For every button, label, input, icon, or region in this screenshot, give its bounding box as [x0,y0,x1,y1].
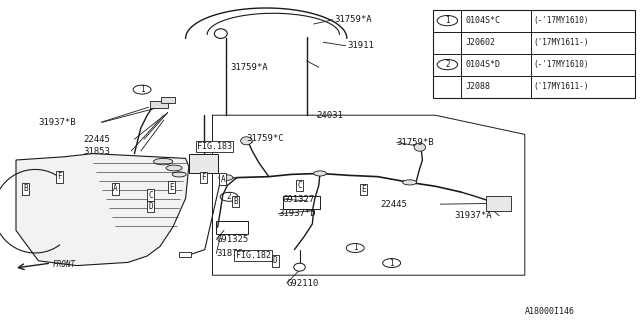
Bar [216,221,248,234]
Text: G92110: G92110 [287,279,319,288]
Text: 31853: 31853 [83,147,110,156]
Ellipse shape [403,180,417,185]
Bar [179,252,191,257]
Text: 31911: 31911 [348,41,374,50]
Bar [486,196,511,211]
Text: 31759*A: 31759*A [334,15,372,24]
Text: D: D [273,256,278,265]
Text: C: C [148,191,153,200]
Text: 31878: 31878 [216,249,243,258]
Polygon shape [16,154,189,266]
Bar [189,154,218,173]
Text: (-'17MY1610): (-'17MY1610) [533,16,589,25]
Text: 1: 1 [353,244,358,252]
Text: 22445: 22445 [381,200,408,209]
Text: 31937*A: 31937*A [454,211,492,220]
Text: J2088: J2088 [465,82,490,91]
Ellipse shape [241,137,252,145]
Text: 31759*B: 31759*B [397,138,435,147]
Text: 22445: 22445 [83,135,110,144]
Text: G91327: G91327 [283,195,315,204]
Text: A: A [220,175,225,184]
Text: F: F [201,173,206,182]
Text: 31937*D: 31937*D [278,209,316,218]
Text: A18000I146: A18000I146 [525,308,575,316]
Text: F: F [57,172,62,181]
Text: 0104S*C: 0104S*C [465,16,500,25]
Text: A: A [113,184,118,193]
Text: 31759*C: 31759*C [246,134,284,143]
Text: 2: 2 [227,192,232,201]
Bar [150,101,168,108]
Ellipse shape [166,165,182,171]
Text: FIG.183: FIG.183 [197,142,232,151]
Text: (-'17MY1610): (-'17MY1610) [533,60,589,69]
Text: E: E [169,183,174,192]
Text: 24031: 24031 [317,111,344,120]
Text: C: C [297,181,302,190]
Text: 2: 2 [445,60,450,69]
Text: E: E [361,185,366,194]
Text: 31759*A: 31759*A [230,63,268,72]
Text: 0104S*D: 0104S*D [465,60,500,69]
Ellipse shape [154,158,173,165]
Text: 31937*B: 31937*B [38,118,76,127]
Text: B: B [233,197,238,206]
Text: ('17MY1611-): ('17MY1611-) [533,38,589,47]
Bar [283,196,320,209]
Ellipse shape [172,172,186,177]
Text: 1: 1 [140,85,145,94]
Text: FRONT: FRONT [52,260,76,269]
Bar [433,10,635,98]
Ellipse shape [414,143,426,151]
Text: B: B [23,184,28,193]
Bar [161,97,175,103]
Text: G91325: G91325 [216,235,248,244]
Text: 1: 1 [389,259,394,268]
Text: ('17MY1611-): ('17MY1611-) [533,82,589,91]
Text: 1: 1 [445,16,450,25]
Text: FIG.182: FIG.182 [236,251,271,260]
Ellipse shape [219,175,233,180]
Ellipse shape [314,171,326,176]
Text: J20602: J20602 [465,38,495,47]
Text: D: D [148,202,153,211]
